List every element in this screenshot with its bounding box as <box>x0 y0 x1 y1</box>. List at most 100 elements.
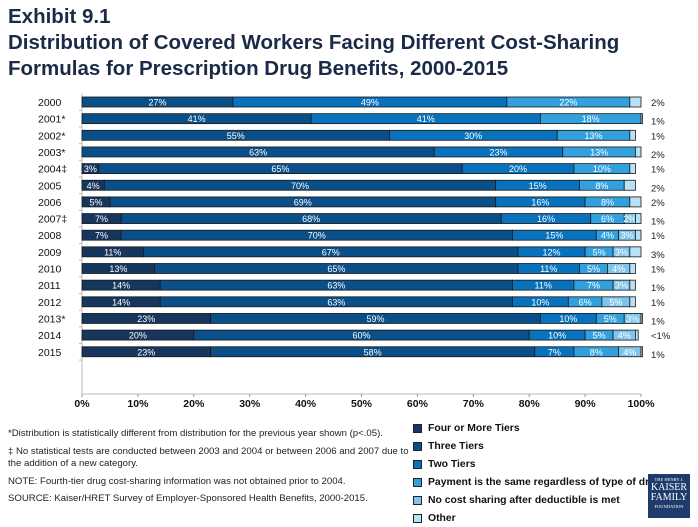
data-label: 3% <box>615 247 628 257</box>
legend-swatch <box>413 513 422 523</box>
data-label-other: 1% <box>651 131 665 142</box>
data-label: 16% <box>537 214 555 224</box>
data-label: 11% <box>540 264 557 274</box>
exhibit-label: Exhibit 9.1 <box>8 5 111 28</box>
data-label-other: 1% <box>651 316 665 327</box>
bar-segment <box>629 96 642 108</box>
stacked-bar-chart: 0% 10% 20% 30% 40% 50% 60% 70% 80% 90% 100% 2000 27%… <box>38 93 671 410</box>
data-label: 11% <box>534 281 551 291</box>
legend-item: Four or More Tiers <box>413 419 662 437</box>
x-tick-label: 100% <box>628 398 656 410</box>
x-tick-label: 30% <box>239 398 261 410</box>
bar-segment <box>629 163 636 175</box>
data-label: 23% <box>137 314 155 324</box>
legend-label: Four or More Tiers <box>428 422 520 434</box>
legend-item: Payment is the same regardless of type o… <box>413 473 662 491</box>
legend-label: Other <box>428 512 456 524</box>
bar-segment <box>629 129 636 141</box>
data-label: 18% <box>582 114 600 124</box>
data-label: 13% <box>584 131 602 141</box>
category-label: 2005 <box>38 180 62 192</box>
category-label: 2001* <box>38 114 65 126</box>
category-label: 2014 <box>38 330 62 342</box>
x-tick-label: 80% <box>519 398 541 410</box>
data-label: 14% <box>112 281 130 291</box>
data-label: 13% <box>590 147 608 157</box>
note-fourth-tier: NOTE: Fourth-tier drug cost-sharing info… <box>8 475 346 487</box>
legend-item: No cost sharing after deductible is met <box>413 491 662 509</box>
data-label: 7% <box>95 231 108 241</box>
data-label: 4% <box>87 181 100 191</box>
data-label: 13% <box>109 264 127 274</box>
data-label-other: <1% <box>651 331 671 342</box>
legend-label: Payment is the same regardless of type o… <box>428 476 662 488</box>
category-label: 2004‡ <box>38 164 67 176</box>
data-label: 3% <box>621 231 634 241</box>
bar-segment <box>629 246 642 258</box>
data-label: 7% <box>95 214 108 224</box>
category-label: 2015 <box>38 347 62 359</box>
data-label: 68% <box>302 214 320 224</box>
data-label: 16% <box>531 197 549 207</box>
data-label: 58% <box>364 347 382 357</box>
data-label: 7% <box>548 347 561 357</box>
chart-title: Exhibit 9.1 Distribution of Covered Work… <box>8 4 619 82</box>
legend: Four or More Tiers Three Tiers Two Tiers Pa… <box>413 419 662 527</box>
data-label: 7% <box>587 281 600 291</box>
data-label: 70% <box>308 231 326 241</box>
data-label: 8% <box>601 197 614 207</box>
data-label: 65% <box>271 164 289 174</box>
data-label: 10% <box>559 314 577 324</box>
x-tick-label: 50% <box>351 398 373 410</box>
category-label: 2013* <box>38 313 65 325</box>
note-source: SOURCE: Kaiser/HRET Survey of Employer-S… <box>8 493 368 504</box>
data-label: 10% <box>593 164 611 174</box>
data-label: 20% <box>509 164 527 174</box>
data-label: 3% <box>615 281 628 291</box>
data-label: 12% <box>543 247 561 257</box>
note-no-tests: ‡ No statistical tests are conducted bet… <box>8 445 409 470</box>
data-label: 65% <box>327 264 345 274</box>
data-label-other: 1% <box>651 350 665 361</box>
title-line-2: Formulas for Prescription Drug Benefits,… <box>8 57 509 80</box>
bar-segment <box>640 346 643 358</box>
category-label: 2000 <box>38 97 62 109</box>
data-label-other: 2% <box>651 150 665 161</box>
data-label: 10% <box>531 297 549 307</box>
data-label: 5% <box>593 247 606 257</box>
data-label: 6% <box>579 297 592 307</box>
legend-label: Three Tiers <box>428 440 484 452</box>
data-label: 5% <box>89 197 102 207</box>
bar-segment <box>629 296 636 308</box>
legend-label: Two Tiers <box>428 458 476 470</box>
data-label: 63% <box>327 297 345 307</box>
legend-swatch <box>413 459 422 469</box>
data-label: 55% <box>227 131 245 141</box>
data-label-other: 3% <box>651 250 665 261</box>
data-label: 49% <box>361 98 379 108</box>
data-label: 20% <box>129 331 147 341</box>
data-label: 69% <box>294 197 312 207</box>
bar-segment <box>635 329 639 341</box>
x-tick-label: 90% <box>575 398 597 410</box>
data-label: 5% <box>587 264 600 274</box>
data-label-other: 2% <box>651 183 665 194</box>
data-label: 3% <box>626 314 639 324</box>
data-label-other: 1% <box>651 165 665 176</box>
x-tick-label: 40% <box>295 398 317 410</box>
category-label: 2008 <box>38 230 62 242</box>
data-label: 8% <box>595 181 608 191</box>
legend-swatch <box>413 423 422 433</box>
data-label: 2% <box>623 214 636 224</box>
data-label: 6% <box>601 214 614 224</box>
bar-segment <box>635 229 642 241</box>
data-label: 22% <box>559 98 577 108</box>
x-tick-label: 60% <box>407 398 429 410</box>
legend-item: Three Tiers <box>413 437 662 455</box>
category-label: 2003* <box>38 147 65 159</box>
legend-item: Two Tiers <box>413 455 662 473</box>
bar-segment <box>635 146 642 158</box>
title-line-1: Distribution of Covered Workers Facing D… <box>8 31 620 54</box>
data-label: 70% <box>291 181 309 191</box>
data-label-other: 1% <box>651 283 665 294</box>
